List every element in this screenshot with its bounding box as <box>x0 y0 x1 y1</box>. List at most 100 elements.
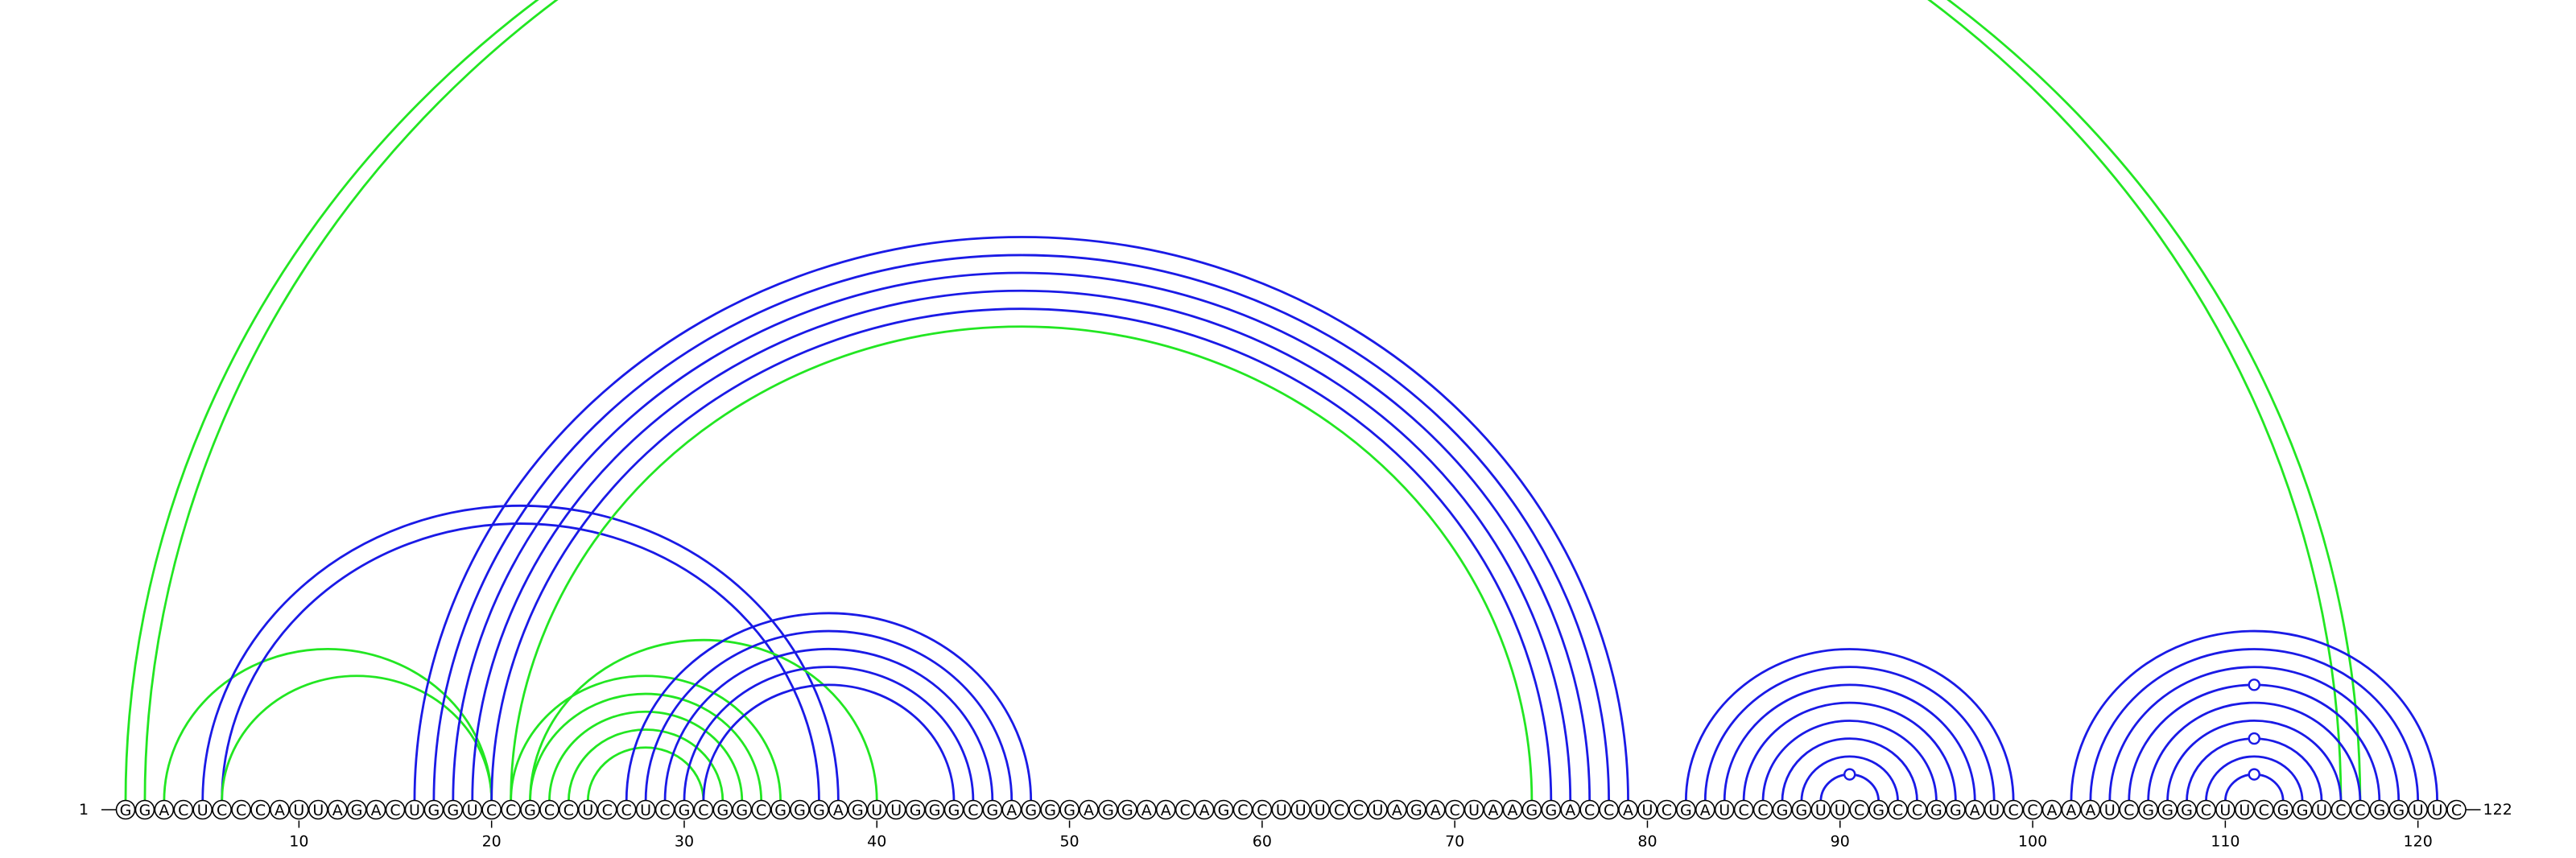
nucleotide-letter: C <box>390 802 400 819</box>
nucleotide-circle <box>1676 799 1696 820</box>
nucleotide-letter: C <box>217 802 227 819</box>
nucleotide-circle <box>1406 799 1426 820</box>
arc-green-22-34 <box>529 692 763 802</box>
nucleotide: A <box>1695 799 1715 820</box>
nucleotide: G <box>346 799 367 820</box>
nucleotide: C <box>2119 799 2140 820</box>
nucleotide: G <box>712 799 733 820</box>
nucleotide-circle <box>1368 799 1388 820</box>
nucleotide: A <box>1001 799 1022 820</box>
nucleotide-circle <box>732 799 753 820</box>
nucleotide: C <box>539 799 559 820</box>
nucleotide-circle <box>924 799 945 820</box>
nucleotide-letter: A <box>1507 802 1517 819</box>
nucleotide-letter: U <box>2239 802 2250 819</box>
nucleotide-circle <box>1136 799 1157 820</box>
nucleotide-letter: G <box>1796 802 1808 819</box>
nucleotide-letter: G <box>428 802 440 819</box>
nucleotide-letter: G <box>2161 802 2174 819</box>
nucleotide-letter: G <box>1025 802 1037 819</box>
nucleotide-letter: C <box>1912 802 1922 819</box>
nucleotide: C <box>501 799 521 820</box>
nucleotide: A <box>828 799 848 820</box>
nucleotide-letter: C <box>1180 802 1191 819</box>
nucleotide-circle <box>828 799 848 820</box>
nucleotide-circle <box>905 799 926 820</box>
nucleotide-letter: C <box>2259 802 2269 819</box>
nucleotide: G <box>134 799 155 820</box>
nucleotide: U <box>2311 799 2332 820</box>
nucleotide-letter: U <box>2316 802 2327 819</box>
nucleotide-letter: G <box>2142 802 2154 819</box>
loop-marker-4 <box>2248 679 2260 691</box>
nucleotide-circle <box>1521 799 1542 820</box>
nucleotide: C <box>1348 799 1368 820</box>
nucleotide-letter: C <box>236 802 246 819</box>
nucleotide: U <box>308 799 328 820</box>
nucleotide-letter: A <box>1488 802 1499 819</box>
arc-blue-104-119 <box>2108 666 2401 802</box>
nucleotide: C <box>597 799 617 820</box>
nucleotide: G <box>1521 799 1542 820</box>
nucleotide-letter: C <box>756 802 766 819</box>
nucleotide-letter: U <box>2104 802 2116 819</box>
nucleotide-letter: G <box>2181 802 2193 819</box>
nucleotide-circle <box>2446 799 2467 820</box>
nucleotide-circle <box>597 799 617 820</box>
loop-markers <box>1843 679 2260 781</box>
nucleotide-circle <box>1984 799 2004 820</box>
nucleotide-letter: U <box>2432 802 2443 819</box>
nucleotide-letter: A <box>2047 802 2058 819</box>
nucleotide: A <box>1155 799 1176 820</box>
nucleotide-circle <box>1252 799 1273 820</box>
nucleotide-letter: A <box>1161 802 1171 819</box>
nucleotide-circle <box>1810 799 1831 820</box>
nucleotide-letter: C <box>1604 802 1614 819</box>
nucleotide: G <box>1040 799 1060 820</box>
nucleotide-circle <box>192 799 213 820</box>
nucleotide: U <box>1714 799 1735 820</box>
nucleotide-circle <box>1791 799 1812 820</box>
nucleotide-circle <box>809 799 829 820</box>
nucleotide: A <box>154 799 175 820</box>
nucleotide-circle <box>1059 799 1080 820</box>
nucleotide: G <box>1868 799 1889 820</box>
nucleotide-circle <box>2292 799 2313 820</box>
nucleotide: A <box>327 799 348 820</box>
nucleotide-circle <box>1040 799 1060 820</box>
nucleotide: C <box>1174 799 1195 820</box>
nucleotide-circle <box>559 799 579 820</box>
nucleotide-circle <box>2022 799 2043 820</box>
nucleotide: C <box>2350 799 2371 820</box>
tick-label: 50 <box>1059 833 1079 851</box>
arc-blue-102-121 <box>2070 629 2438 802</box>
nucleotide-circle <box>1290 799 1311 820</box>
nucleotide: C <box>2022 799 2043 820</box>
nucleotide-circle <box>674 799 695 820</box>
nucleotide-circle <box>173 799 194 820</box>
nucleotide: C <box>1657 799 1677 820</box>
nucleotide-circle <box>443 799 464 820</box>
nucleotide-circle <box>1444 799 1465 820</box>
nucleotide: A <box>1136 799 1157 820</box>
nucleotide: U <box>635 799 656 820</box>
nucleotide-letter: A <box>371 802 382 819</box>
nucleotide-letter: C <box>255 802 266 819</box>
nucleotide: A <box>2061 799 2082 820</box>
nucleotide: C <box>963 799 984 820</box>
nucleotide-circle <box>848 799 868 820</box>
arc-blue-28-47 <box>644 629 1013 802</box>
nucleotide: G <box>423 799 444 820</box>
nucleotide-letter: G <box>813 802 825 819</box>
nucleotide: U <box>462 799 483 820</box>
nucleotide-circle <box>2099 799 2120 820</box>
loop-marker-1 <box>1843 768 1856 781</box>
nucleotide-letter: G <box>524 802 536 819</box>
nucleotide: C <box>2253 799 2274 820</box>
nucleotide-letter: G <box>120 802 132 819</box>
nucleotide: U <box>1830 799 1851 820</box>
nucleotide-letter: C <box>1584 802 1595 819</box>
nucleotide-circle <box>2061 799 2082 820</box>
arc-blue-103-120 <box>2089 647 2420 802</box>
